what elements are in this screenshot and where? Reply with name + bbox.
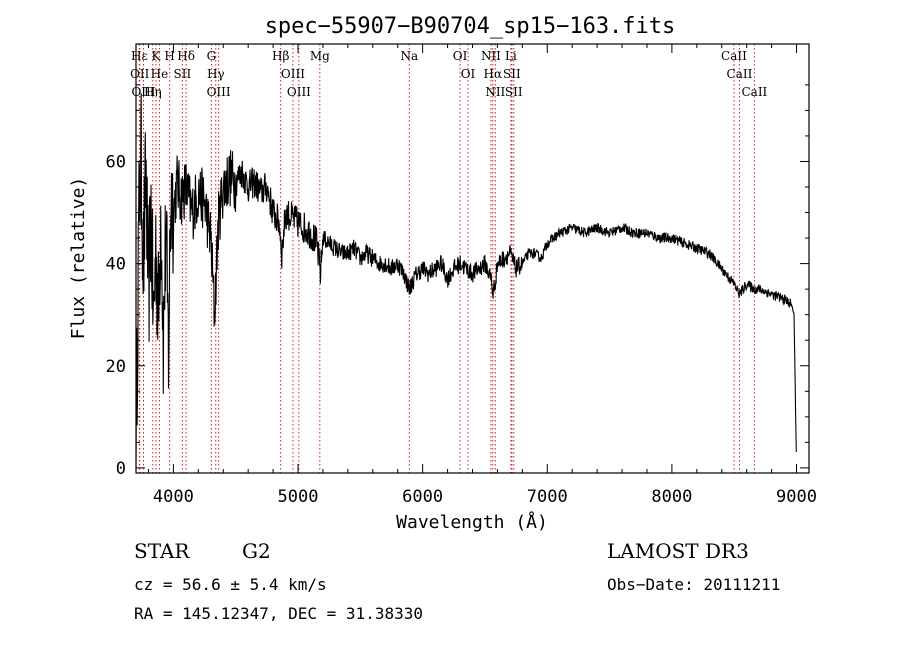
line-label-25: CaII [721,49,747,63]
x-tick-label-7000: 7000 [527,487,568,507]
line-label-15: Mg [310,49,330,63]
line-label-24: SII [505,85,523,99]
line-label-17: OI [453,49,468,63]
object-subclass: G2 [242,539,271,563]
line-label-5: He [151,67,169,81]
coordinates: RA = 145.12347, DEC = 31.38330 [134,604,423,623]
x-axis: 4000 5000 6000 7000 8000 9000 [147,44,817,507]
line-label-9: G [207,49,217,63]
chart-title: spec−55907−B90704_sp15−163.fits [265,14,676,39]
redshift-text: cz = 56.6 ± 5.4 km/s [134,575,327,594]
line-label-19: NII [481,49,501,63]
line-label-2: OIII [131,85,155,99]
line-label-16: Na [400,49,418,63]
y-tick-label-20: 20 [106,357,126,377]
line-label-0: Hε [131,49,148,63]
line-label-1: OII [130,67,150,81]
spectrum-line [135,93,797,468]
object-class: STAR [134,539,190,563]
y-axis: 0 20 40 60 [106,84,809,479]
x-tick-label-5000: 5000 [278,487,319,507]
line-label-14: OIII [287,85,311,99]
x-tick-label-8000: 8000 [651,487,692,507]
x-tick-label-4000: 4000 [153,487,194,507]
line-label-21: NII [485,85,505,99]
line-label-8: Hδ [177,49,195,63]
y-tick-label-0: 0 [116,459,126,479]
line-label-23: SII [503,67,521,81]
line-label-10: Hγ [207,67,225,81]
line-label-6: H [164,49,174,63]
line-label-18: OI [461,67,476,81]
emission-line-markers [138,44,755,473]
line-label-3: Hη [144,85,162,99]
line-label-4: K [151,49,161,63]
line-label-22: Li [505,49,517,63]
x-axis-label: Wavelength (Å) [396,511,548,533]
observation-date: Obs−Date: 20111211 [607,575,780,594]
line-label-7: SII [174,67,192,81]
x-tick-label-9000: 9000 [776,487,817,507]
x-tick-label-6000: 6000 [402,487,443,507]
y-axis-label: Flux (relative) [68,177,89,340]
y-tick-label-40: 40 [106,255,126,275]
y-tick-label-60: 60 [106,152,126,172]
line-label-20: Hα [484,67,503,81]
survey-name: LAMOST DR3 [607,539,749,563]
line-label-12: Hβ [272,49,289,63]
line-label-27: CaII [741,85,767,99]
spectrum-series [135,93,797,468]
line-label-26: CaII [727,67,753,81]
line-label-13: OIII [281,67,305,81]
line-label-11: OIII [207,85,231,99]
